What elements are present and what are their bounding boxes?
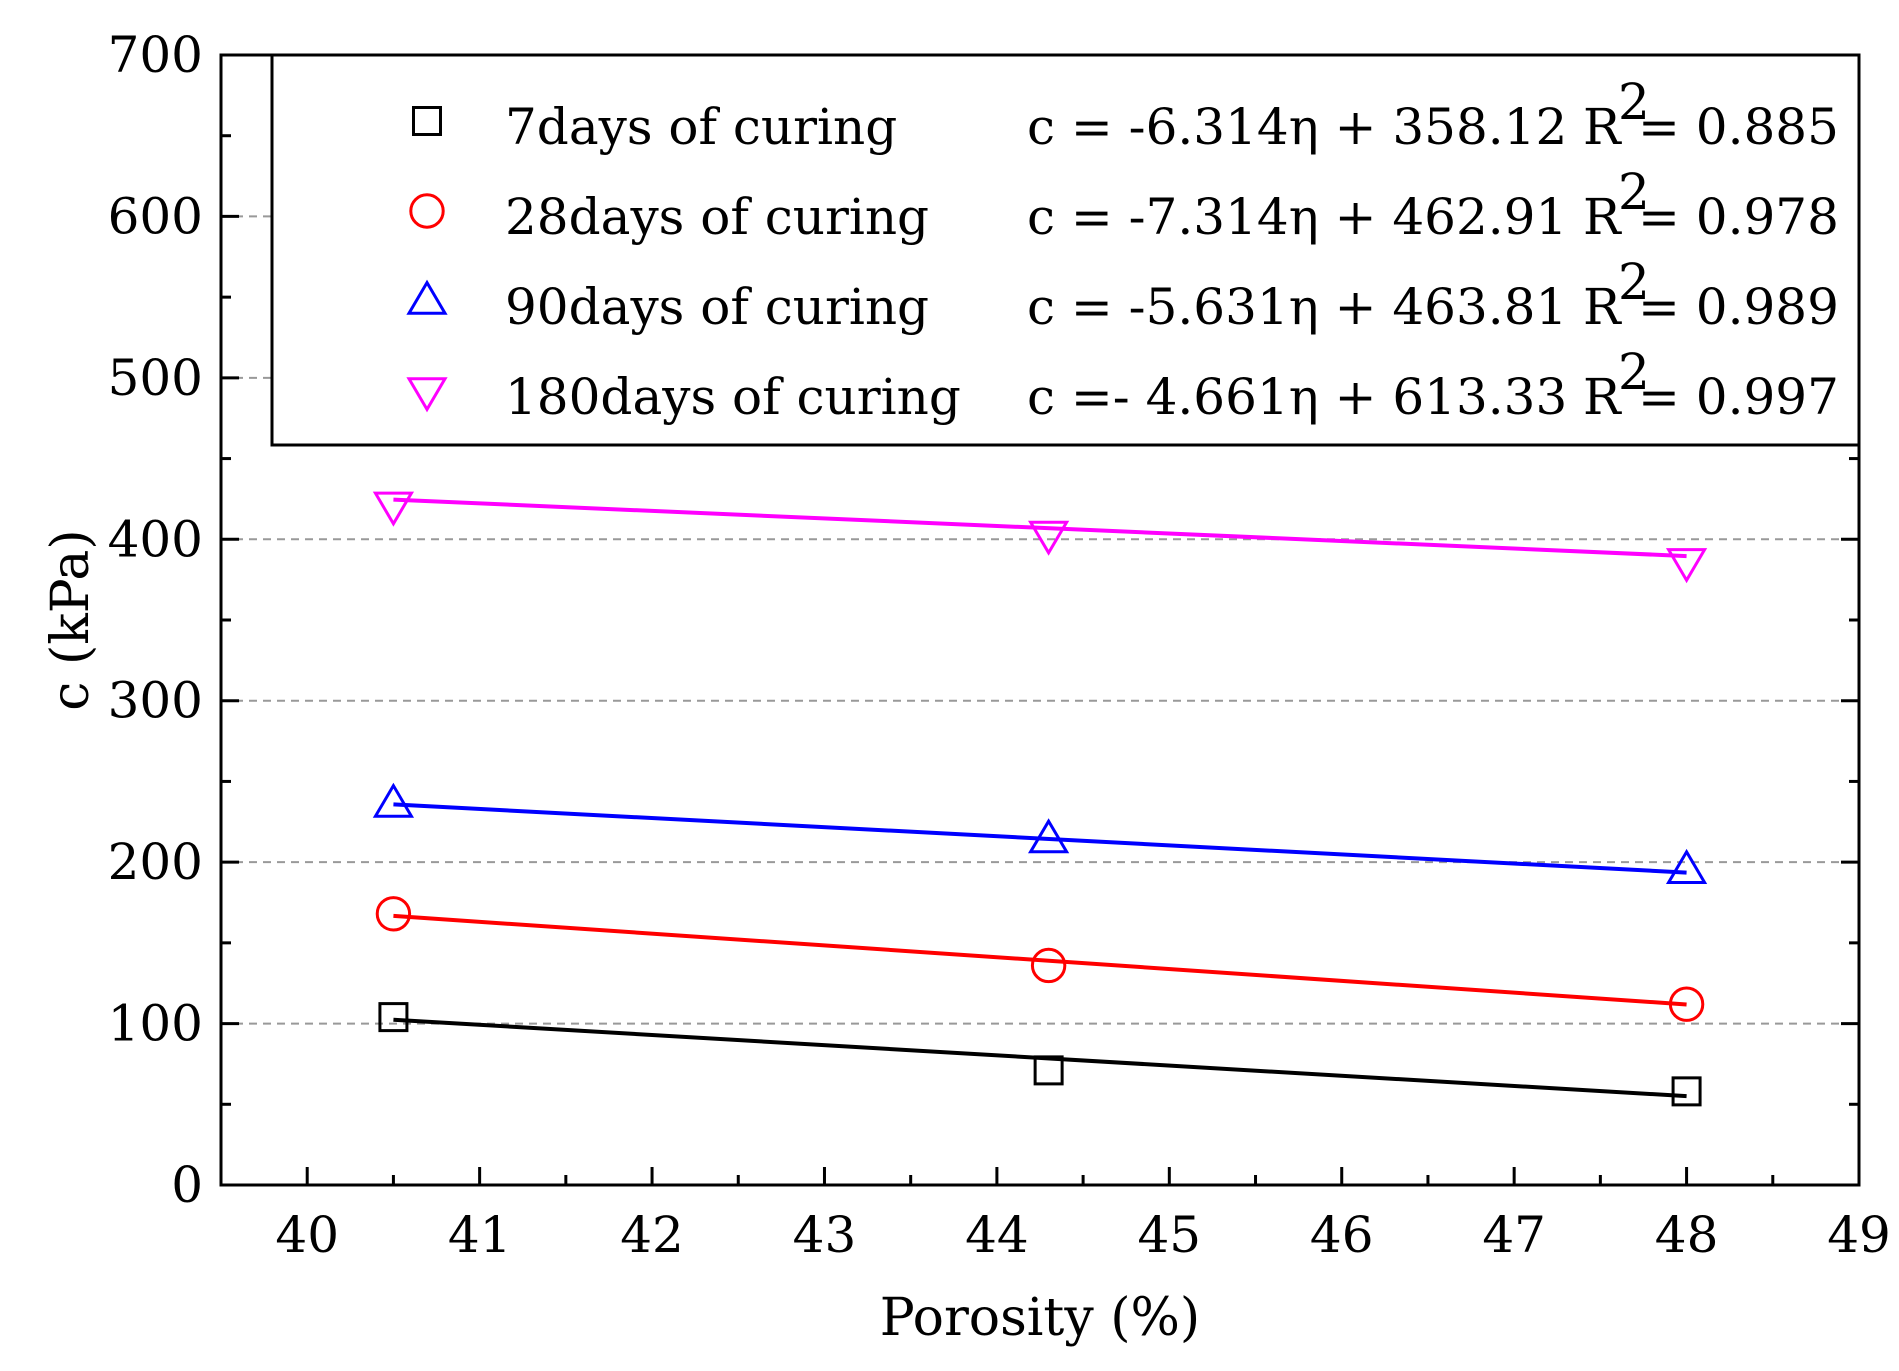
legend-equation: c = -7.314η + 462.91 <box>1027 188 1567 246</box>
legend-marker <box>412 106 442 136</box>
legend-equation: c = -5.631η + 463.81 <box>1027 278 1567 336</box>
y-tick-label: 100 <box>108 995 203 1053</box>
legend-r-superscript: 2 <box>1618 343 1650 401</box>
legend: 7days of curing c = -6.314η + 358.12 R2= 0… <box>270 53 1861 447</box>
x-tick-label: 45 <box>1138 1206 1202 1264</box>
x-axis-title: Porosity (%) <box>880 1288 1200 1348</box>
tick-labels: 40 41 42 43 44 45 46 47 48 49 0 100 200 300 400 500 600 7… <box>108 26 1891 1264</box>
y-tick-label: 300 <box>108 672 203 730</box>
legend-r-label: R <box>1583 368 1622 426</box>
data-points <box>372 491 1708 1107</box>
legend-r-superscript: 2 <box>1618 163 1650 221</box>
legend-r-superscript: 2 <box>1618 73 1650 131</box>
legend-r-value: = 0.885 <box>1638 98 1839 156</box>
data-point <box>372 782 415 818</box>
legend-r-label: R <box>1583 278 1622 336</box>
legend-marker <box>409 193 445 229</box>
data-point <box>1027 818 1070 854</box>
y-tick-label: 200 <box>108 833 203 891</box>
legend-box <box>270 53 1861 447</box>
legend-equation: c = -6.314η + 358.12 <box>1027 98 1567 156</box>
data-point <box>1668 986 1705 1022</box>
legend-series-name: 180days of curing <box>505 368 961 426</box>
legend-marker <box>406 279 448 315</box>
data-point <box>1033 1055 1064 1086</box>
x-tick-label: 47 <box>1482 1206 1546 1264</box>
x-tick-label: 43 <box>793 1206 857 1264</box>
x-tick-label: 46 <box>1310 1206 1374 1264</box>
x-tick-label: 42 <box>620 1206 684 1264</box>
legend-r-value: = 0.989 <box>1638 278 1839 336</box>
data-point <box>1027 520 1070 556</box>
legend-marker <box>406 377 448 413</box>
data-point <box>1665 548 1708 584</box>
fit-line <box>393 497 1687 559</box>
y-axis-title: c (kPa) <box>41 529 101 710</box>
x-tick-label: 41 <box>448 1206 512 1264</box>
legend-series-name: 28days of curing <box>505 188 929 246</box>
legend-r-label: R <box>1583 188 1622 246</box>
data-point <box>375 896 412 932</box>
legend-r-label: R <box>1583 98 1622 156</box>
x-tick-label: 49 <box>1827 1206 1891 1264</box>
y-tick-label: 700 <box>108 26 203 84</box>
x-tick-label: 40 <box>275 1206 339 1264</box>
y-tick-label: 400 <box>108 510 203 568</box>
y-tick-label: 0 <box>171 1156 203 1214</box>
legend-r-value: = 0.997 <box>1638 368 1839 426</box>
legend-equation: c =- 4.661η + 613.33 <box>1027 368 1567 426</box>
legend-series-name: 90days of curing <box>505 278 929 336</box>
legend-series-name: 7days of curing <box>505 98 897 156</box>
y-tick-label: 500 <box>108 349 203 407</box>
y-tick-label: 600 <box>108 187 203 245</box>
legend-r-superscript: 2 <box>1618 253 1650 311</box>
x-tick-label: 48 <box>1655 1206 1719 1264</box>
legend-r-value: = 0.978 <box>1638 188 1839 246</box>
data-point <box>1671 1076 1702 1107</box>
data-point <box>1665 848 1708 884</box>
data-point <box>378 1002 409 1033</box>
fit-line <box>393 913 1687 1007</box>
data-point <box>1030 947 1067 984</box>
x-tick-label: 44 <box>965 1206 1029 1264</box>
data-point <box>372 491 415 527</box>
